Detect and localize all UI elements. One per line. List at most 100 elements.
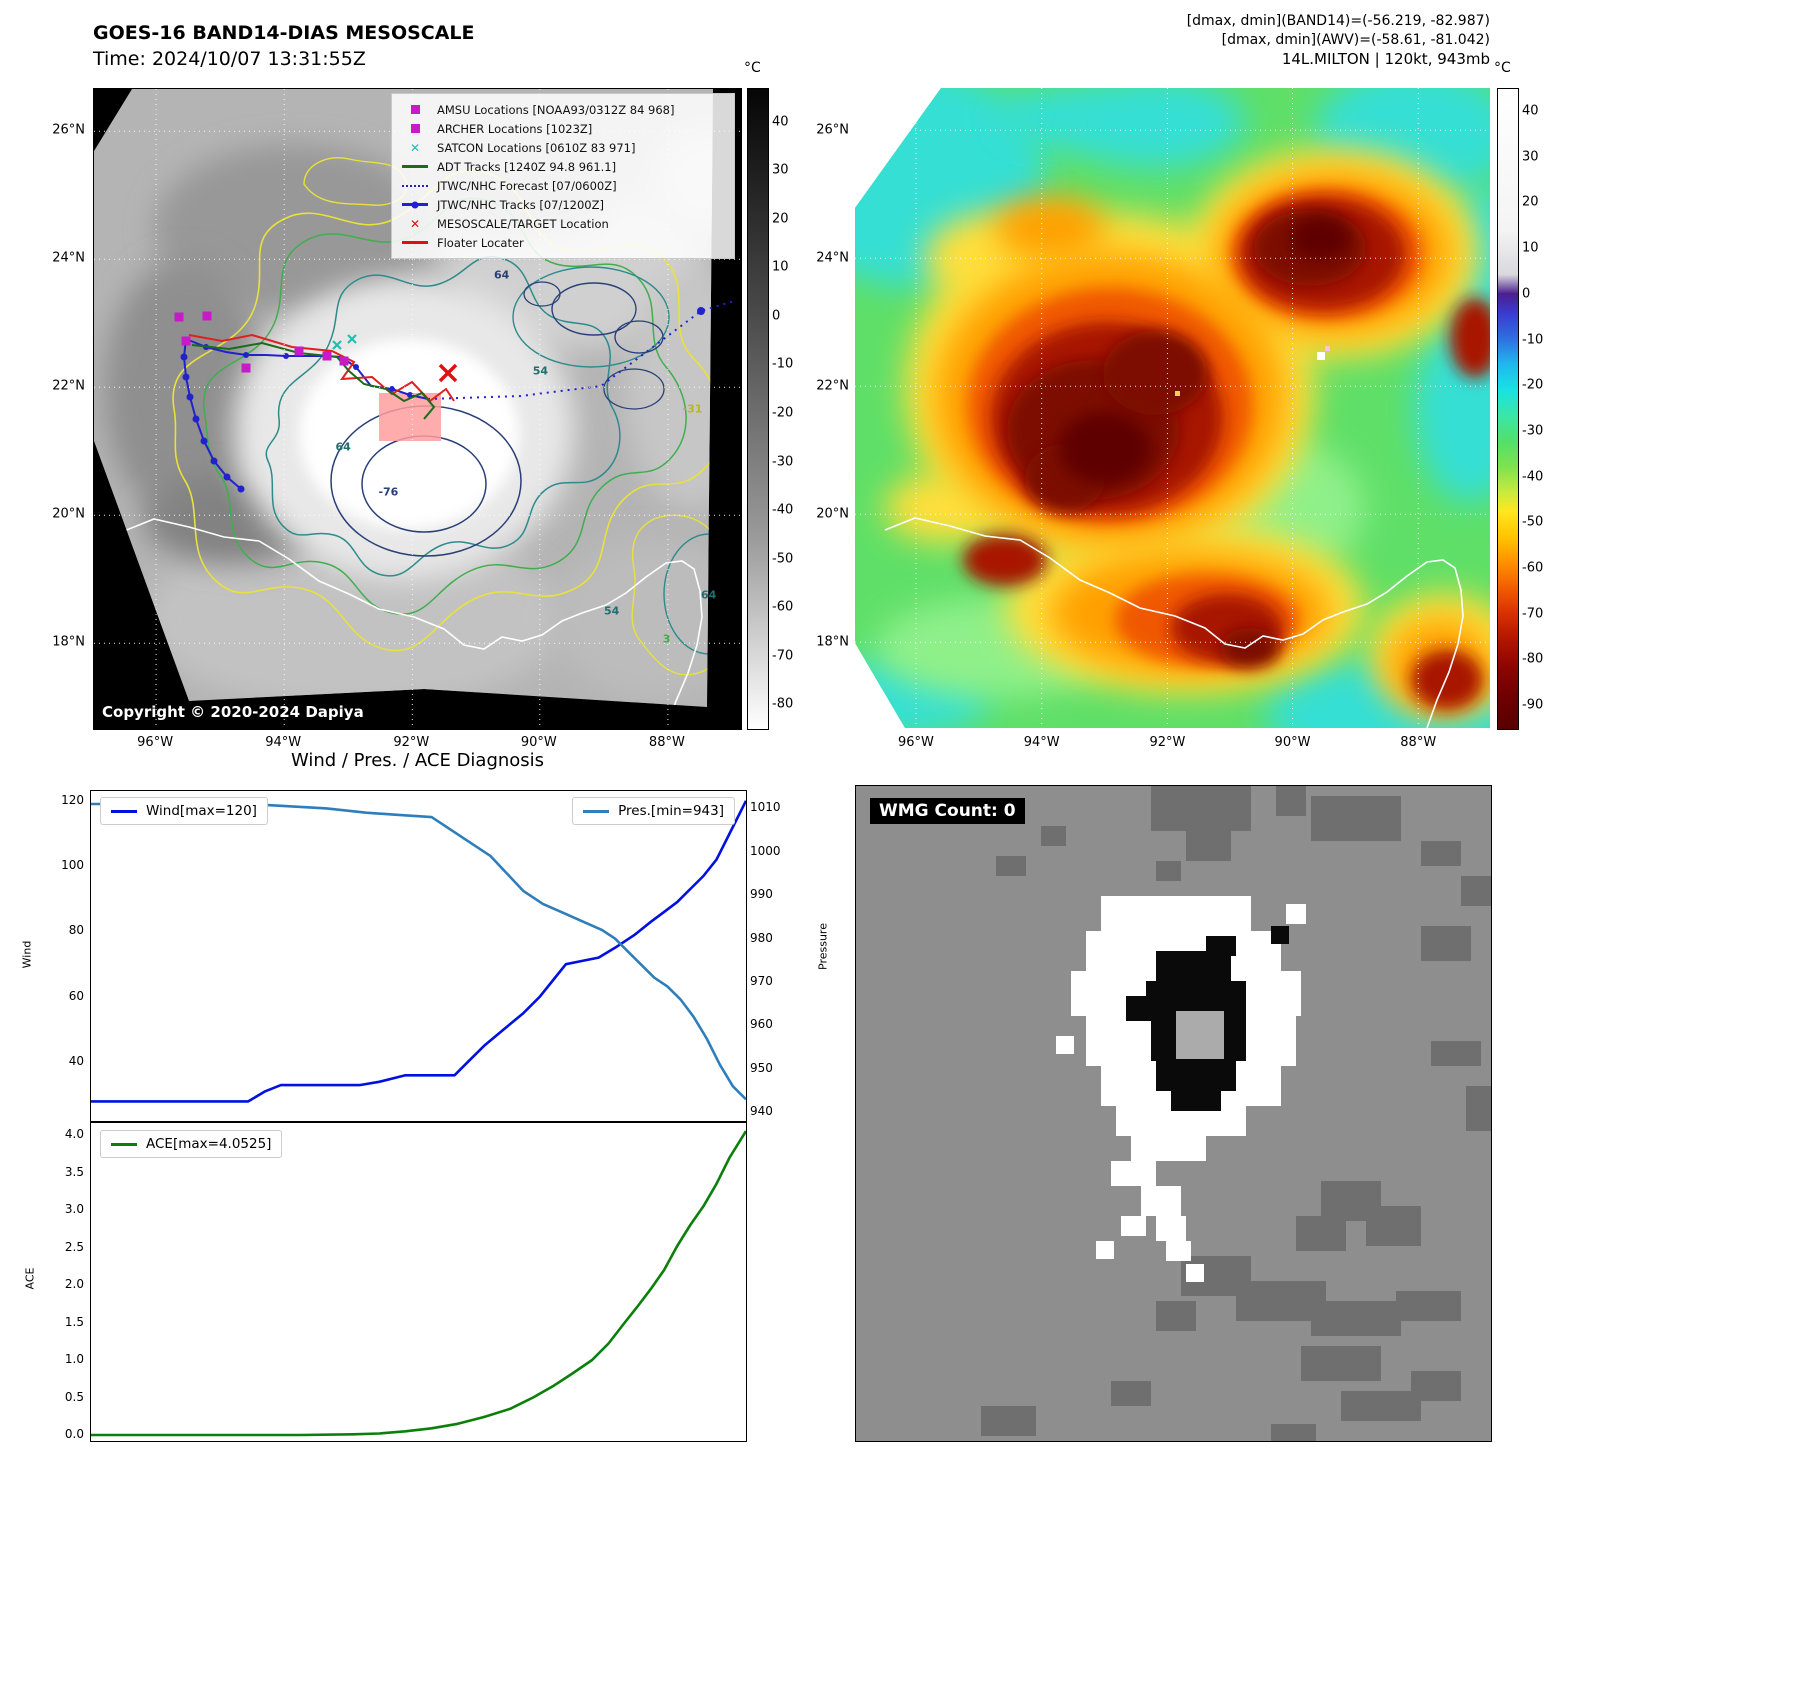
tick-label: 92°W xyxy=(393,735,430,750)
tick-label: 88°W xyxy=(648,735,685,750)
tick-label: -30 xyxy=(1522,423,1544,439)
tick-label: 970 xyxy=(750,974,773,989)
ace-axis-ticks: 0.0 0.5 1.0 1.5 2.0 2.5 3.0 3.5 4.0 xyxy=(40,1122,84,1440)
contour-value-label: 3 xyxy=(662,632,671,646)
tick-label: -50 xyxy=(1522,514,1544,530)
tick-label: 100 xyxy=(61,858,84,873)
tick-label: 96°W xyxy=(137,735,174,750)
legend-item: ARCHER Locations [1023Z] xyxy=(400,119,726,138)
tick-label: 4.0 xyxy=(64,1127,84,1141)
wmg-count-badge: WMG Count: 0 xyxy=(870,798,1025,824)
band14-colorbar xyxy=(747,88,769,730)
ace-axis-label: ACE xyxy=(23,1267,37,1290)
tick-label: 1.0 xyxy=(64,1352,84,1366)
tick-label: 120 xyxy=(61,792,84,807)
band14-time: Time: 2024/10/07 13:31:55Z xyxy=(93,48,366,70)
awv-colorbar-unit: °C xyxy=(1494,60,1511,76)
diagnosis-title: Wind / Pres. / ACE Diagnosis xyxy=(290,750,545,771)
tick-label: 22°N xyxy=(816,378,849,394)
square-marker-icon xyxy=(410,105,420,114)
dotted-marker-icon xyxy=(402,184,428,187)
tick-label: -30 xyxy=(772,454,794,469)
tick-label: 0.0 xyxy=(64,1427,84,1441)
tick-label: 94°W xyxy=(1023,735,1060,750)
tick-label: 30 xyxy=(1522,149,1539,165)
tick-label: 990 xyxy=(750,887,773,902)
wmg-panel: WMG Count: 0 xyxy=(855,785,1492,1442)
line-marker-icon xyxy=(402,241,428,244)
tick-label: 950 xyxy=(750,1060,773,1075)
tick-label: -70 xyxy=(772,648,794,664)
tick-label: 60 xyxy=(68,988,84,1003)
storm-id-intensity: 14L.MILTON | 120kt, 943mb xyxy=(1281,50,1490,68)
tick-label: 1010 xyxy=(750,800,781,815)
tick-label: -40 xyxy=(772,502,794,518)
legend-item: JTWC/NHC Forecast [07/0600Z] xyxy=(400,176,726,195)
tick-label: 2.5 xyxy=(64,1239,84,1254)
awv-map xyxy=(855,88,1490,728)
tick-label: 940 xyxy=(750,1104,773,1119)
tick-label: 24°N xyxy=(52,250,85,266)
contour-value-label: 54 xyxy=(532,364,549,378)
tick-label: 18°N xyxy=(816,634,849,650)
wind-legend: Wind[max=120] xyxy=(100,797,268,825)
tick-label: 80 xyxy=(68,923,84,938)
tick-label: -40 xyxy=(1522,469,1544,485)
tick-label: 0 xyxy=(772,308,781,324)
tick-label: 40 xyxy=(772,114,789,130)
tick-label: 94°W xyxy=(265,735,302,750)
tick-label: 2.0 xyxy=(64,1277,84,1291)
awv-colorbar-ticks: 40 30 20 10 0 -10 -20 -30 -40 -50 -60 -70 -80 -90 xyxy=(1522,88,1562,728)
pressure-legend: Pres.[min=943] xyxy=(572,797,735,825)
tick-label: 0 xyxy=(1522,286,1531,302)
tick-label: 10 xyxy=(1522,240,1539,256)
tick-label: 18°N xyxy=(52,634,85,650)
wind-legend-label: Wind[max=120] xyxy=(146,803,257,819)
satcon-markers xyxy=(332,334,357,350)
tick-label: -60 xyxy=(772,599,794,615)
tick-label: 0.5 xyxy=(64,1389,84,1404)
pressure-legend-label: Pres.[min=943] xyxy=(618,803,724,819)
contour-value-label: 64 xyxy=(335,440,351,454)
copyright-text: Copyright © 2020-2024 Dapiya xyxy=(102,703,364,721)
tick-label: 30 xyxy=(772,162,789,178)
band14-lat-axis: 26°N 24°N 22°N 20°N 18°N xyxy=(33,88,85,728)
tick-label: -80 xyxy=(1522,651,1544,667)
contour-value-label: 64 xyxy=(493,268,510,282)
legend-item: JTWC/NHC Tracks [07/1200Z] xyxy=(400,195,726,214)
tick-label: 90°W xyxy=(520,735,557,750)
x-marker-icon: ✕ xyxy=(409,216,421,231)
contour-value-label: -76 xyxy=(378,485,399,499)
band14-lon-axis: 96°W 94°W 92°W 90°W 88°W xyxy=(93,736,740,756)
tick-label: 3.5 xyxy=(64,1164,84,1179)
tick-label: 20 xyxy=(1522,194,1539,210)
tick-label: 22°N xyxy=(52,378,85,394)
tick-label: 24°N xyxy=(816,250,849,266)
jtwc-forecast-line xyxy=(427,300,735,400)
tick-label: -20 xyxy=(1522,377,1544,393)
tick-label: -50 xyxy=(772,551,794,567)
dmax-dmin-awv: [dmax, dmin](AWV)=(-58.61, -81.042) xyxy=(1221,32,1490,48)
square-marker-icon xyxy=(410,124,420,133)
jtwc-track-line xyxy=(185,338,429,400)
line-marker-icon xyxy=(402,165,428,168)
target-x-icon xyxy=(438,363,458,383)
storm-center-pixel xyxy=(1175,391,1180,396)
tick-label: 90°W xyxy=(1274,735,1311,750)
tick-label: -70 xyxy=(1522,606,1544,622)
wmg-image xyxy=(856,786,1491,1441)
contour-labels: 64 54 -76 64 -31 54 3 64 xyxy=(94,89,741,729)
ace-chart xyxy=(90,1122,747,1442)
ace-line-swatch xyxy=(111,1142,137,1146)
contour-value-label: 54 xyxy=(603,604,620,618)
legend-item: AMSU Locations [NOAA93/0312Z 84 968] xyxy=(400,100,726,119)
wind-axis-ticks: 40 60 80 100 120 xyxy=(40,790,84,1120)
tick-label: 26°N xyxy=(52,122,85,138)
legend-item: ✕ MESOSCALE/TARGET Location xyxy=(409,216,609,231)
tick-label: -10 xyxy=(772,356,794,372)
tick-label: 40 xyxy=(68,1054,84,1069)
tick-label: 20°N xyxy=(816,506,849,522)
tick-label: 96°W xyxy=(898,735,934,750)
tick-label: -10 xyxy=(1522,332,1544,348)
